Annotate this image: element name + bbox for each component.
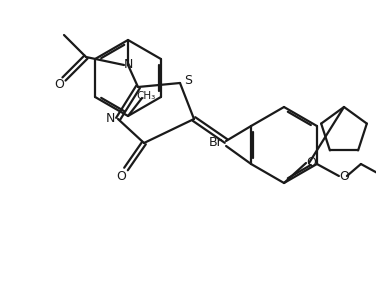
Text: CH₃: CH₃ (136, 91, 156, 101)
Text: O: O (54, 77, 64, 90)
Text: Br: Br (209, 136, 223, 149)
Text: N: N (123, 58, 133, 71)
Text: O: O (306, 155, 316, 168)
Text: O: O (116, 171, 126, 184)
Text: S: S (184, 75, 192, 88)
Text: N: N (105, 112, 115, 125)
Text: O: O (339, 170, 349, 182)
